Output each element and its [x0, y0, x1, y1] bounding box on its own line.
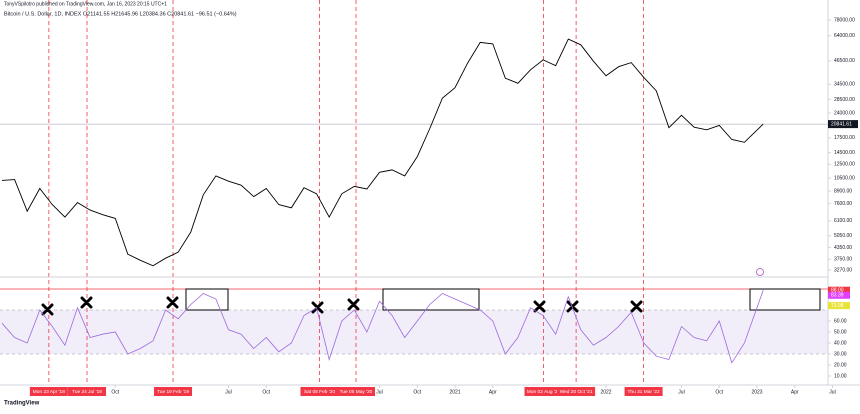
x-marker [41, 296, 643, 316]
logo: TradingView [4, 401, 40, 407]
x-tick-label: Apr [489, 389, 497, 395]
event-label-bg [68, 387, 107, 396]
icon [756, 268, 764, 276]
event-label: Sat 08 Feb '20 [304, 389, 335, 395]
level-label-bg [828, 291, 850, 299]
x-tick-label: 2021 [449, 389, 460, 395]
level-label-bg [828, 286, 850, 294]
y-tick-label: 20.00 [834, 362, 847, 368]
y-tick-label: 12500.00 [834, 162, 855, 168]
series-line [1, 38, 764, 267]
event-label-bg [336, 387, 375, 396]
y-tick-label: 64000.00 [834, 33, 855, 39]
x-tick-label: Oct [262, 389, 270, 395]
zone-box [185, 288, 229, 311]
level-label: 73.98 [831, 303, 844, 309]
x-tick-label: Oct [111, 389, 119, 395]
event-label-bg [300, 387, 339, 396]
y-tick-label: 4350.00 [834, 245, 852, 251]
x-tick-label: Jul [829, 389, 835, 395]
y-tick-label: 10.00 [834, 373, 847, 379]
y-tick-label: 46500.00 [834, 58, 855, 64]
event-label: Wed 20 Oct '21 [560, 389, 593, 395]
y-tick-label: 3750.00 [834, 257, 852, 263]
rsi-band [0, 310, 828, 354]
y-tick-label: 5050.00 [834, 233, 852, 239]
y-tick-label: 7600.00 [834, 201, 852, 207]
last-price-label: 20841.61 [831, 121, 852, 127]
x-tick-label: Jul [376, 389, 382, 395]
x-markers [41, 296, 643, 316]
level-label: 83.39 [831, 293, 844, 299]
event-label-bg [624, 387, 663, 396]
event-label-bg [29, 387, 68, 396]
under-layer [0, 0, 828, 385]
x-tick-label: 2023 [751, 389, 762, 395]
publisher: TonyVSpilotro published on TradingView.c… [4, 1, 167, 7]
y-tick-label: 60.00 [834, 318, 847, 324]
chart-title: Bitcoin / U.S. Dollar, 1D, INDEX O21141.… [4, 11, 237, 17]
y-tick-label: 40.00 [834, 340, 847, 346]
event-label-bg [154, 387, 193, 396]
y-tick-label: 10500.00 [834, 175, 855, 181]
y-tick-label: 6100.00 [834, 218, 852, 224]
y-tick-label: 50.00 [834, 329, 847, 335]
y-tick-label: 17500.00 [834, 135, 855, 141]
level-label-bg [828, 302, 850, 310]
x-tick-label: Jul [225, 389, 231, 395]
y-tick-label: 34500.00 [834, 82, 855, 88]
y-tick-label: 14500.00 [834, 150, 855, 156]
event-label-bg [557, 387, 596, 396]
zone-box [382, 288, 480, 311]
y-tick-label: 24000.00 [834, 110, 855, 116]
x-tick-label: Jul [678, 389, 684, 395]
y-tick-label: 3270.00 [834, 267, 852, 273]
y-tick-label: 78000.00 [834, 17, 855, 23]
series-line [1, 290, 764, 364]
event-label: Thu 31 Mar '22 [628, 389, 660, 395]
y-tick-label: 30.00 [834, 351, 847, 357]
zone-box [749, 288, 821, 311]
event-label: Mon 02 Aug '21 [527, 389, 561, 395]
event-label: Tue 24 Jul '18 [72, 389, 102, 395]
event-label: Tue 19 Feb '19 [157, 389, 189, 395]
level-label: 88.00 [831, 288, 844, 294]
y-tick-label: 8900.00 [834, 188, 852, 194]
event-label: Tue 05 May '20 [340, 389, 373, 395]
event-label-bg [524, 387, 563, 396]
event-label: Mon 23 Apr '18 [33, 389, 65, 395]
x-tick-label: Apr [791, 389, 799, 395]
x-tick-label: 2022 [600, 389, 611, 395]
y-tick-label: 28500.00 [834, 97, 855, 103]
x-tick-label: Oct [715, 389, 723, 395]
x-tick-label: Oct [413, 389, 421, 395]
last-price-bg [828, 120, 858, 129]
